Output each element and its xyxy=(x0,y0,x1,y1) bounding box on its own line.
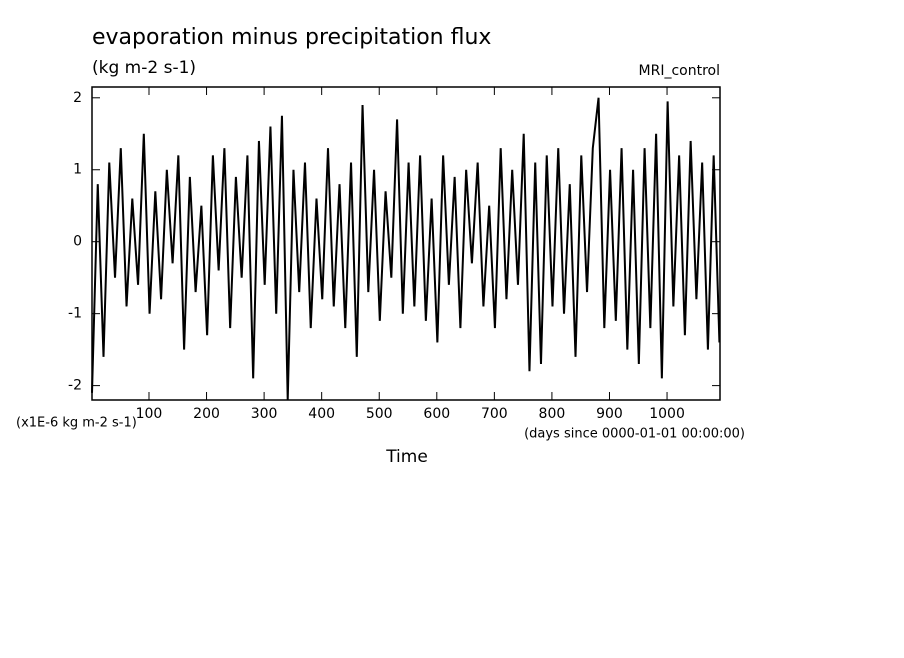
x-tick-label: 700 xyxy=(481,406,508,422)
x-tick-label: 500 xyxy=(366,406,393,422)
y-axis-label: (x1E-6 kg m-2 s-1) xyxy=(16,416,137,431)
y-tick-label: -2 xyxy=(68,378,82,394)
x-tick-label: 1000 xyxy=(649,406,685,422)
y-tick-label: 1 xyxy=(73,162,82,178)
x-axis-label: Time xyxy=(385,447,428,467)
dataset-label: MRI_control xyxy=(639,63,720,79)
x-tick-label: 600 xyxy=(423,406,450,422)
x-tick-label: 800 xyxy=(539,406,566,422)
x-tick-label: 900 xyxy=(596,406,623,422)
x-axis-units: (days since 0000-01-01 00:00:00) xyxy=(524,427,745,442)
chart-title: evaporation minus precipitation flux xyxy=(92,25,491,50)
x-tick-label: 100 xyxy=(136,406,163,422)
data-line xyxy=(91,97,721,401)
y-tick-label: 2 xyxy=(73,90,82,106)
x-tick-label: 200 xyxy=(193,406,220,422)
x-tick-label: 300 xyxy=(251,406,278,422)
y-tick-label: -1 xyxy=(68,306,82,322)
x-tick-label: 400 xyxy=(308,406,335,422)
chart-subtitle: (kg m-2 s-1) xyxy=(92,58,196,78)
y-tick-label: 0 xyxy=(73,234,82,250)
plot-frame xyxy=(91,86,721,401)
